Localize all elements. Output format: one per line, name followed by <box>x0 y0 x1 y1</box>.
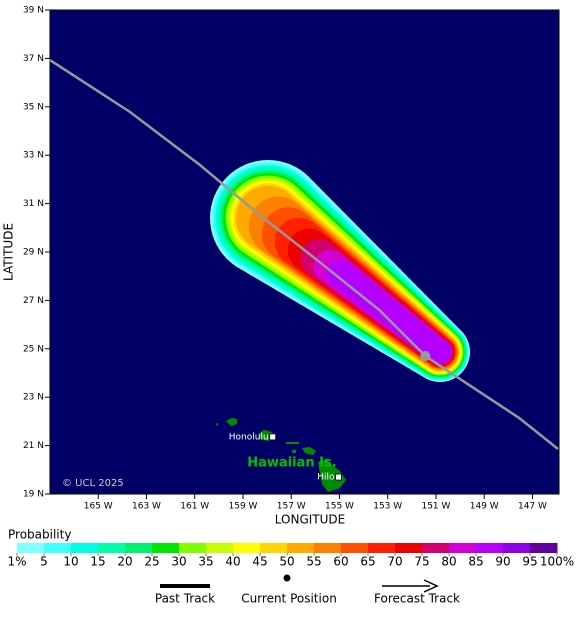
current-position <box>420 351 431 362</box>
colorbar-swatch <box>206 543 234 553</box>
y-tick-label: 33 N <box>23 151 44 161</box>
island <box>215 423 218 426</box>
x-tick-label: 151 W <box>421 502 450 512</box>
colorbar-label: 20 <box>117 555 132 569</box>
legend-label: Past Track <box>155 592 215 606</box>
y-tick-label: 21 N <box>23 441 44 451</box>
colorbar-label: 15 <box>90 555 105 569</box>
y-axis-title: LATITUDE <box>2 223 16 281</box>
x-tick-label: 163 W <box>132 502 161 512</box>
x-tick-label: 159 W <box>229 502 258 512</box>
colorbar-label: 50 <box>279 555 294 569</box>
colorbar-swatch <box>476 543 504 553</box>
colorbar-label: 35 <box>198 555 213 569</box>
colorbar-label: 45 <box>252 555 267 569</box>
x-tick-label: 153 W <box>373 502 402 512</box>
colorbar-label: 10 <box>63 555 78 569</box>
place-marker <box>269 433 277 441</box>
colorbar-swatch <box>260 543 288 553</box>
x-tick-label: 157 W <box>277 502 306 512</box>
colorbar-swatch <box>422 543 450 553</box>
place-marker <box>335 473 342 481</box>
y-tick-label: 39 N <box>23 6 44 16</box>
y-tick-label: 27 N <box>23 296 44 306</box>
colorbar-label: 80 <box>441 555 456 569</box>
colorbar-swatch <box>503 543 531 553</box>
colorbar-swatch <box>395 543 423 553</box>
credit: © UCL 2025 <box>62 478 124 489</box>
y-tick-label: 31 N <box>23 199 44 209</box>
x-tick-label: 165 W <box>84 502 113 512</box>
colorbar-label: 95 <box>522 555 537 569</box>
colorbar-label: 5 <box>40 555 48 569</box>
colorbar-swatch <box>287 543 315 553</box>
colorbar-label: 25 <box>144 555 159 569</box>
colorbar-label: 70 <box>387 555 402 569</box>
y-tick-label: 19 N <box>23 490 44 500</box>
y-tick-label: 37 N <box>23 54 44 64</box>
colorbar-label: 1% <box>7 555 26 569</box>
colorbar-swatch <box>17 543 45 553</box>
legend-label: Current Position <box>241 592 337 606</box>
storm-track <box>50 59 559 450</box>
colorbar-label: 30 <box>171 555 186 569</box>
x-tick-label: 161 W <box>180 502 209 512</box>
x-tick-label: 149 W <box>470 502 499 512</box>
legend-label: Forecast Track <box>374 592 460 606</box>
plume-level <box>326 260 452 364</box>
colorbar-swatch <box>179 543 207 553</box>
colorbar-swatch <box>44 543 72 553</box>
y-tick-label: 29 N <box>23 248 44 258</box>
colorbar-label: 40 <box>225 555 240 569</box>
y-tick-label: 35 N <box>23 102 44 112</box>
plume-segment <box>428 340 452 364</box>
x-axis-title: LONGITUDE <box>275 513 345 527</box>
colorbar-swatch <box>341 543 369 553</box>
island <box>318 459 346 492</box>
place-label: Hilo <box>317 473 335 483</box>
colorbar-label: 55 <box>306 555 321 569</box>
island <box>286 442 299 444</box>
colorbar-label: 85 <box>468 555 483 569</box>
island <box>226 418 237 426</box>
colorbar-swatch <box>125 543 153 553</box>
colorbar-swatch <box>530 543 558 553</box>
y-tick-label: 25 N <box>23 344 44 354</box>
colorbar-label: 65 <box>360 555 375 569</box>
colorbar-swatch <box>98 543 126 553</box>
colorbar-label: 75 <box>414 555 429 569</box>
x-tick-label: 147 W <box>518 502 547 512</box>
colorbar-swatch <box>314 543 342 553</box>
colorbar-label: 90 <box>495 555 510 569</box>
colorbar-swatch <box>152 543 180 553</box>
current-position-glyph <box>283 574 291 582</box>
colorbar-title: Probability <box>8 528 71 542</box>
islands <box>215 418 346 492</box>
colorbar-swatch <box>71 543 99 553</box>
island <box>302 447 316 455</box>
x-tick-label: 155 W <box>325 502 354 512</box>
colorbar-swatch <box>233 543 261 553</box>
place-label: Honolulu <box>229 432 269 442</box>
colorbar-label: 100% <box>540 555 574 569</box>
forecast-arrowhead <box>423 579 439 593</box>
island <box>292 450 296 453</box>
y-tick-label: 23 N <box>23 393 44 403</box>
colorbar-label: 60 <box>333 555 348 569</box>
region-label: Hawaiian Is. <box>247 456 336 471</box>
colorbar-swatch <box>368 543 396 553</box>
colorbar-swatch <box>449 543 477 553</box>
